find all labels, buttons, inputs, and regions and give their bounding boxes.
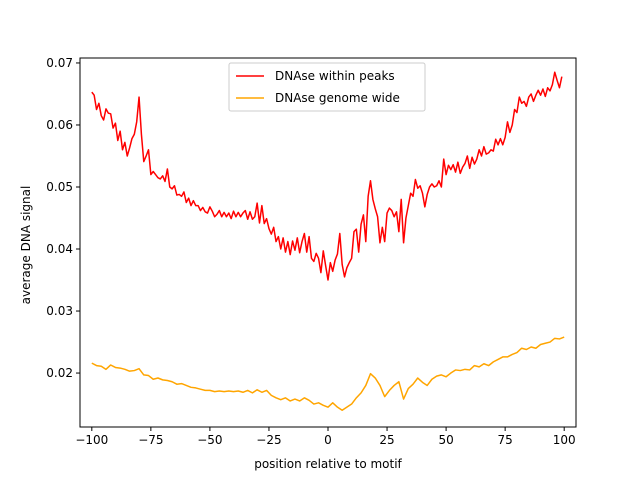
plot-lines xyxy=(91,71,565,412)
legend: DNAse within peaks DNAse genome wide xyxy=(228,62,426,112)
x-tick-label: 0 xyxy=(324,433,332,447)
x-tick-label: −50 xyxy=(197,433,222,447)
legend-label: DNAse within peaks xyxy=(275,69,395,83)
x-tick-label: 25 xyxy=(379,433,394,447)
y-tick-label: 0.07 xyxy=(46,56,73,70)
series-line-1 xyxy=(91,336,565,412)
series-line-0 xyxy=(91,71,563,281)
y-tick-label: 0.05 xyxy=(46,180,73,194)
x-axis-label: position relative to motif xyxy=(254,457,402,471)
x-tick-label: −100 xyxy=(75,433,108,447)
y-tick-label: 0.06 xyxy=(46,118,73,132)
y-tick-label: 0.03 xyxy=(46,304,73,318)
legend-box xyxy=(228,62,426,112)
legend-label: DNAse genome wide xyxy=(275,91,400,105)
x-tick-label: 100 xyxy=(553,433,576,447)
y-tick-label: 0.02 xyxy=(46,366,73,380)
x-tick-label: −75 xyxy=(138,433,163,447)
x-tick-label: 50 xyxy=(438,433,453,447)
y-axis: 0.02 0.03 0.04 0.05 0.06 0.07 xyxy=(46,56,80,380)
y-axis-label: average DNA signal xyxy=(19,186,33,305)
y-tick-label: 0.04 xyxy=(46,242,73,256)
x-tick-label: 75 xyxy=(498,433,513,447)
x-tick-label: −25 xyxy=(256,433,281,447)
x-axis: −100 −75 −50 −25 0 25 50 75 100 xyxy=(75,427,576,447)
plot-frame xyxy=(79,57,577,428)
